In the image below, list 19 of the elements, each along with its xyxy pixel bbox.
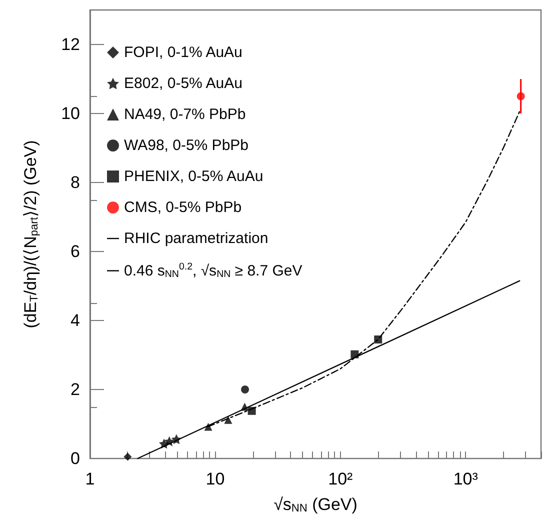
x-tick-label: 10³ <box>453 470 478 488</box>
y-tick-label: 12 <box>61 35 80 54</box>
legend-label: NA49, 0-7% PbPb <box>124 106 246 123</box>
legend-label: FOPI, 0-1% AuAu <box>124 44 242 61</box>
legend-label: WA98, 0-5% PbPb <box>124 137 249 154</box>
legend-label: RHIC parametrization <box>124 230 268 247</box>
y-tick-label: 2 <box>70 380 80 399</box>
legend-label: CMS, 0-5% PbPb <box>124 199 242 216</box>
x-tick-label: 10 <box>206 470 225 488</box>
y-tick-label: 6 <box>70 242 80 261</box>
y-tick-label: 4 <box>70 311 80 330</box>
y-tick-label: 8 <box>70 173 80 192</box>
legend-label: PHENIX, 0-5% AuAu <box>124 168 264 185</box>
y-tick-label: 0 <box>70 449 80 468</box>
y-axis-title: (dET/dη)/(⟨Npart⟩/2) (GeV) <box>20 140 40 328</box>
legend-label: E802, 0-5% AuAu <box>124 75 242 92</box>
y-tick-label: 10 <box>61 104 80 123</box>
x-tick-label: 10² <box>328 470 354 488</box>
x-tick-label: 1 <box>85 470 95 488</box>
